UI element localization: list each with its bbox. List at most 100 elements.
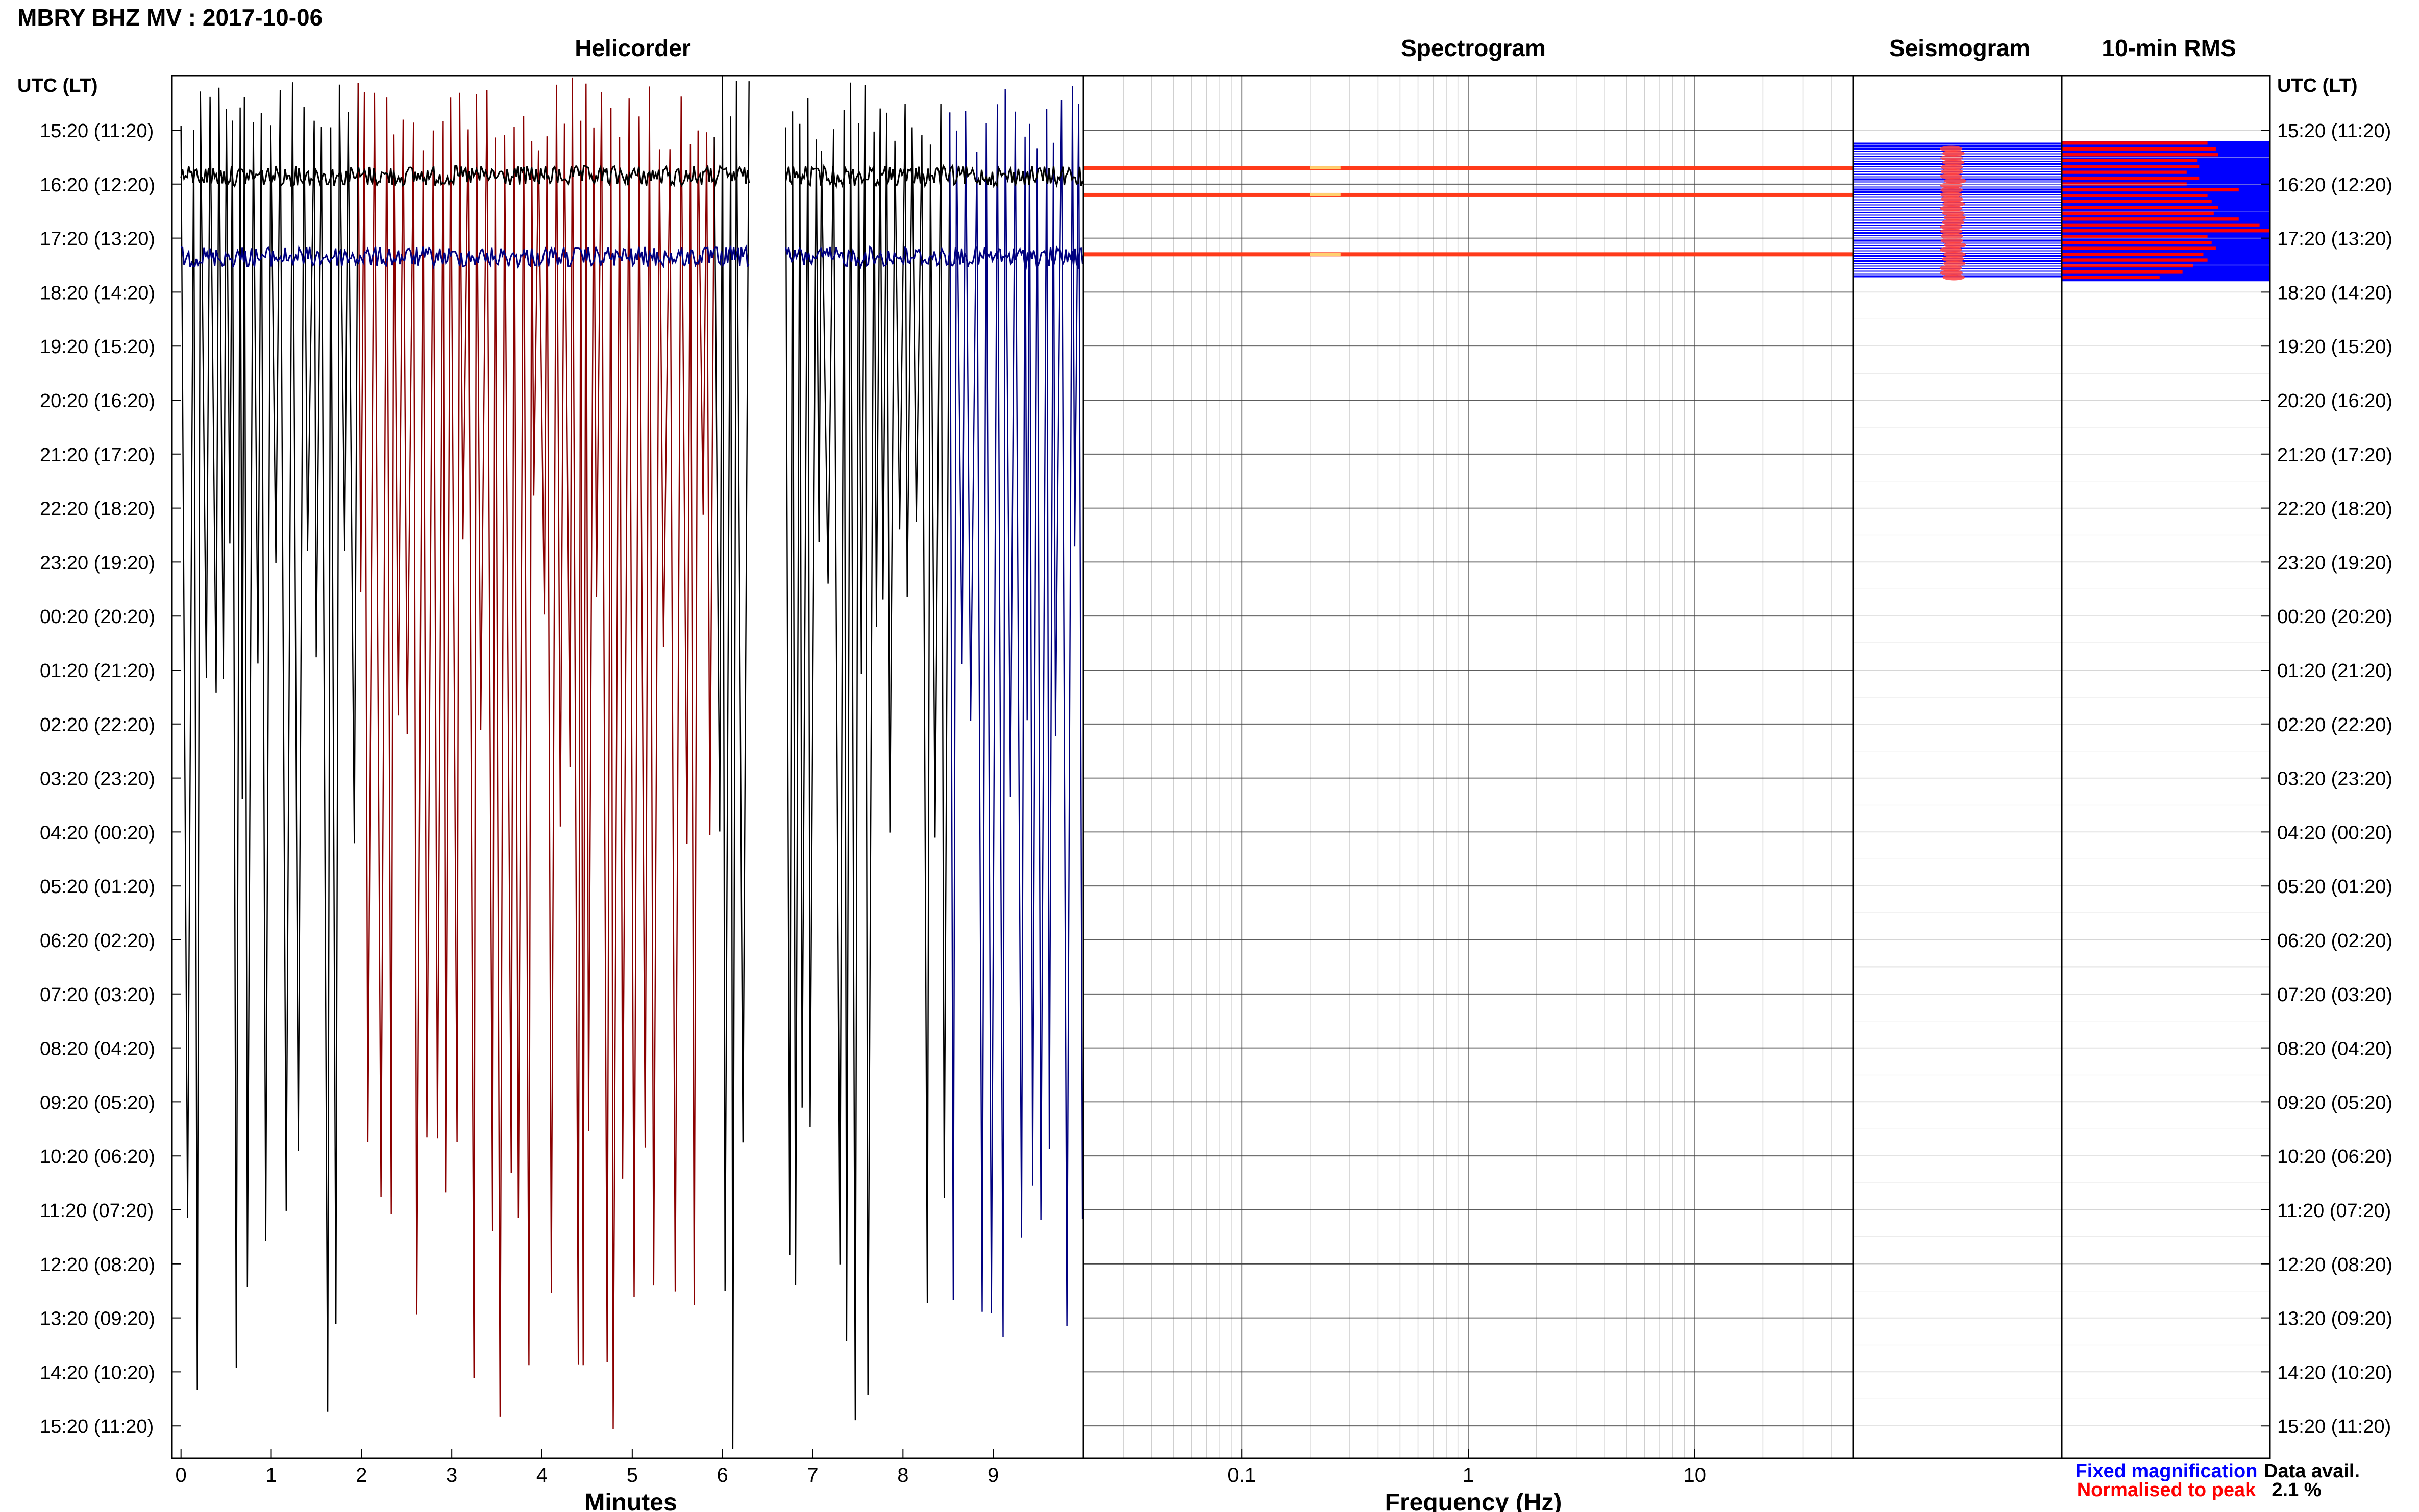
seismogram-peak-mark [1940,164,1963,170]
spectrogram-x-tick-label: 0.1 [1227,1464,1256,1486]
rms-normalised-bar-18 [2062,246,2216,250]
legend-fixed-magnification: Fixed magnification [2076,1460,2258,1482]
left-time-label: 16:20 (12:20) [40,175,155,196]
rms-normalised-bar-6 [2062,176,2200,180]
left-time-label: 18:20 (14:20) [40,282,155,304]
helicorder-event-1-1 [785,245,1083,270]
rms-normalised-bar-23 [2062,276,2160,280]
right-time-label: 14:20 (10:20) [2277,1362,2392,1383]
helicorder-x-tick-label: 1 [265,1464,277,1486]
spectrogram-bands-layer [1083,166,1853,257]
seismogram-peak-mark [1942,159,1965,166]
seismogram-peak-mark [1942,274,1965,281]
rms-normalised-bar-22 [2062,270,2183,274]
seismogram-peak-mark [1943,251,1966,258]
spectrogram-event-highlight-0 [1310,166,1341,170]
seismogram-peak-mark [1940,191,1963,198]
right-time-label: 07:20 (03:20) [2277,984,2392,1006]
seismogram-peak-mark [1940,224,1963,230]
rms-normalised-bar-16 [2062,235,2208,238]
helicorder-trace-0-120 [713,76,750,1450]
rms-normalised-bar-21 [2062,264,2193,268]
spectrogram-event-band-1 [1083,192,1853,197]
left-time-label: 09:20 (05:20) [40,1092,155,1113]
right-time-label: 11:20 (07:20) [2277,1200,2391,1222]
right-time-label: 03:20 (23:20) [2277,769,2392,790]
rms-normalised-bar-0 [2062,141,2208,145]
panel-frames-layer [171,75,2271,1459]
right-time-label: 16:20 (12:20) [2277,175,2392,196]
axis-ticks-layer [172,130,2270,1458]
right-time-label: 19:20 (15:20) [2277,336,2392,358]
right-time-label: 23:20 (19:20) [2277,552,2392,574]
left-time-label: 10:20 (06:20) [40,1146,155,1168]
seismogram-peak-mark [1942,210,1965,216]
left-time-label: 21:20 (17:20) [40,444,155,466]
helicorder-trace-0-0 [180,82,359,1412]
spectrogram-event-highlight-1 [1310,193,1341,196]
data-availability-value: 2.1 % [2272,1479,2321,1501]
helicorder-x-tick-label: 4 [536,1464,548,1486]
rms-normalised-bar-2 [2062,153,2218,157]
helicorder-title: Helicorder [575,35,691,61]
seismogram-peak-mark [1944,242,1967,249]
rms-normalised-bar-1 [2062,147,2216,151]
helicorder-trace-0-40 [357,83,539,1417]
spectrogram-event-band-0 [1083,166,1853,170]
helicorder-x-tick-label: 6 [717,1464,728,1486]
station-title: MBRY BHZ MV : 2017-10-06 [17,4,323,31]
left-time-label: 15:20 (11:20) [40,1416,154,1437]
left-time-label: 01:20 (21:20) [40,660,155,682]
left-axis-title: UTC (LT) [17,75,98,96]
seismogram-peak-mark [1944,178,1967,184]
helicorder-traces-layer [180,76,1083,1450]
seismogram-peak-mark [1940,168,1963,175]
legend-normalised-to-peak: Normalised to peak [2077,1479,2256,1501]
right-time-label: 01:20 (21:20) [2277,660,2392,682]
left-time-label: 20:20 (16:20) [40,390,155,412]
left-time-label: 12:20 (08:20) [40,1254,155,1276]
rms-normalised-bar-3 [2062,159,2198,162]
spectrogram-event-highlight-2 [1310,253,1341,256]
spectrogram-title: Spectrogram [1401,35,1546,61]
seismogram-peak-mark [1940,205,1963,212]
left-time-label: 17:20 (13:20) [40,229,155,250]
seismogram-peak-mark [1940,196,1963,203]
right-time-label: 04:20 (00:20) [2277,822,2392,844]
panel-frame-3 [2061,75,2271,1459]
helicorder-x-tick-label: 3 [446,1464,457,1486]
left-time-label: 23:20 (19:20) [40,552,155,574]
left-time-label: 22:20 (18:20) [40,499,155,520]
helicorder-x-tick-label: 5 [627,1464,638,1486]
right-time-label: 00:20 (20:20) [2277,606,2392,628]
left-time-label: 07:20 (03:20) [40,984,155,1006]
right-time-label: 13:20 (09:20) [2277,1308,2392,1330]
rms-normalised-bar-19 [2062,252,2204,256]
right-time-label: 17:20 (13:20) [2277,229,2392,250]
rms-normalised-bar-14 [2062,223,2260,227]
seismogram-peak-mark [1942,219,1965,226]
left-time-label: 04:20 (00:20) [40,822,155,844]
seismogram-peak-mark [1940,155,1963,161]
left-time-label: 13:20 (09:20) [40,1308,155,1330]
right-time-label: 06:20 (02:20) [2277,930,2392,952]
rms-normalised-bar-8 [2062,188,2239,192]
helicorder-event-1-0 [785,163,1083,189]
data-availability-label: Data avail. [2264,1460,2360,1482]
right-time-label: 09:20 (05:20) [2277,1092,2392,1113]
helicorder-trace-1-40 [949,86,1083,1337]
right-time-label: 10:20 (06:20) [2277,1146,2392,1168]
right-time-label: 08:20 (04:20) [2277,1038,2392,1060]
seismogram-peak-mark [1940,233,1963,239]
left-time-label: 14:20 (10:20) [40,1362,155,1383]
seismogram-peak-mark [1940,173,1963,180]
rms-normalised-bar-10 [2062,200,2212,204]
right-time-label: 21:20 (17:20) [2277,444,2392,466]
spectrogram-x-tick-label: 10 [1684,1464,1707,1486]
helicorder-event-0-1 [181,244,750,269]
left-time-label: 03:20 (23:20) [40,769,155,790]
right-time-label: 02:20 (22:20) [2277,714,2392,736]
seismogram-peak-mark [1940,228,1963,235]
seismogram-peak-mark [1939,265,1962,271]
